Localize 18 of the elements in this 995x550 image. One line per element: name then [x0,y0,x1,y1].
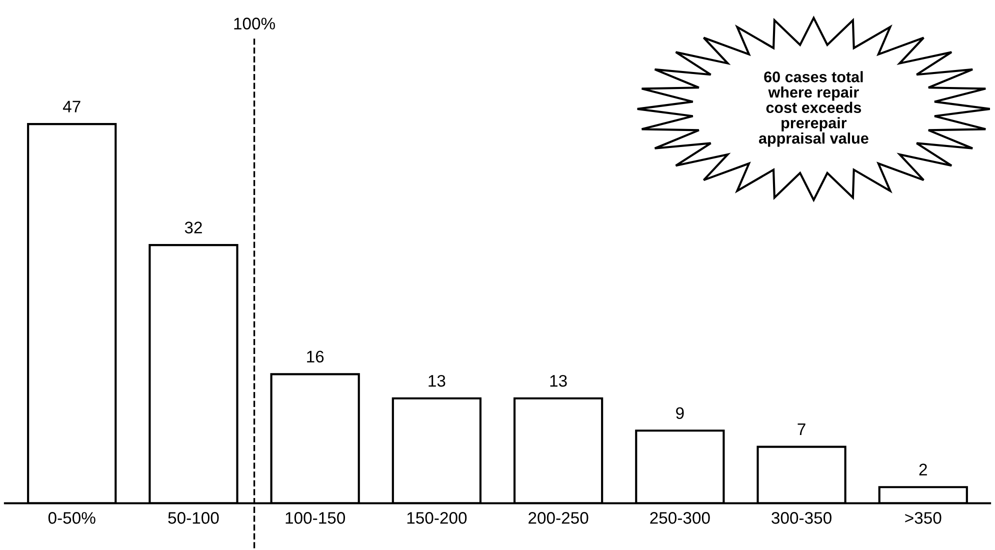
data-label: 7 [798,424,806,435]
x-tick-label: 150-200 [407,512,467,524]
x-tick-label: 50-100 [168,512,219,524]
data-label: 2 [919,464,927,476]
x-tick-label: 250-300 [650,512,710,524]
data-label: 13 [550,374,567,387]
x-tick-label: 0-50% [48,512,96,524]
data-label: 16 [307,350,324,363]
data-label: 47 [62,100,80,112]
x-tick-label: 100-150 [286,512,346,524]
text: 100% [234,18,275,30]
x-tick-label: >350 [905,512,942,524]
data-label: 13 [428,374,446,387]
data-label: 32 [184,222,202,234]
x-tick-label: 300-350 [772,512,832,524]
data-label: 9 [676,407,684,420]
annotation: 60 cases total where repair cost exceeds prerepair appraisal value [758,71,868,147]
x-tick-label: 200-250 [528,512,588,524]
